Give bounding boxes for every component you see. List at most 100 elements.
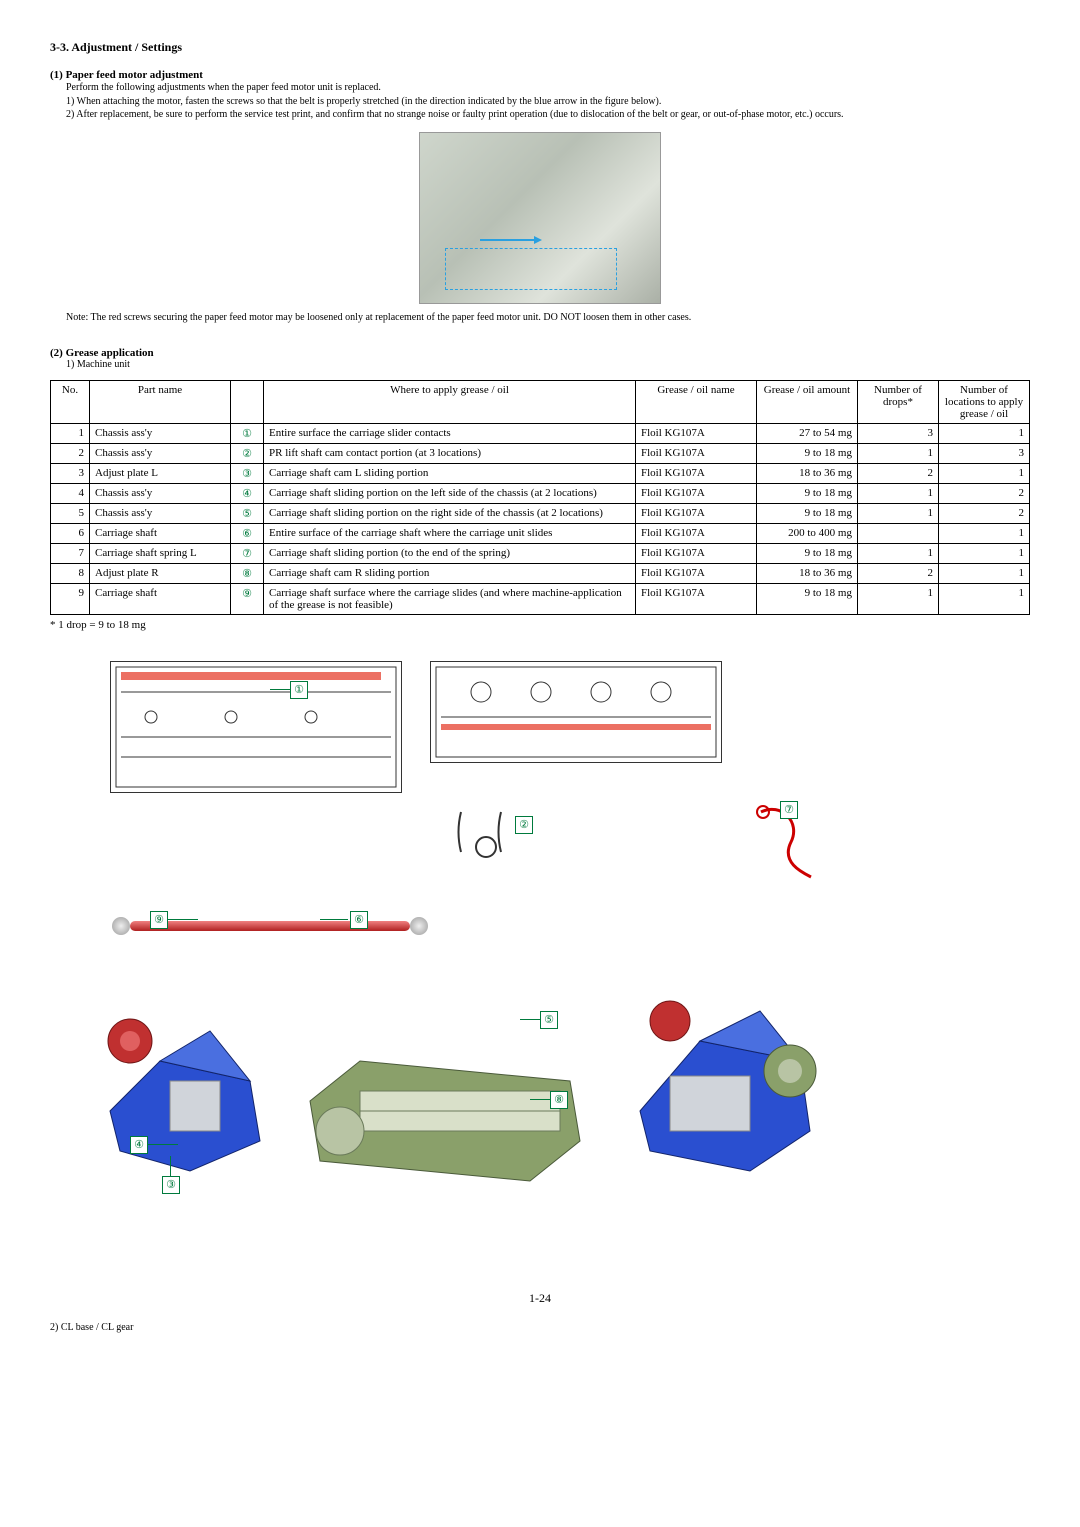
cell-no: 4 [51,483,90,503]
cell-no: 8 [51,563,90,583]
th-amt: Grease / oil amount [757,380,858,423]
leader-1 [270,689,290,690]
cell-part: Chassis ass'y [90,503,231,523]
cell-amt: 200 to 400 mg [757,523,858,543]
cell-where: Carriage shaft sliding portion on the ri… [264,503,636,523]
blue-arrow [480,239,540,241]
cell-name: Floil KG107A [636,563,757,583]
cell-no: 2 [51,443,90,463]
sub2-title: (2) Grease application [50,347,1030,359]
motor-photo [419,132,661,304]
cell-locs: 1 [939,563,1030,583]
cell-amt: 18 to 36 mg [757,463,858,483]
cell-name: Floil KG107A [636,523,757,543]
footnote: * 1 drop = 9 to 18 mg [50,619,1030,631]
cell-mark: ⑦ [231,543,264,563]
cell-where: Entire surface of the carriage shaft whe… [264,523,636,543]
cell-mark: ② [231,443,264,463]
schematic-svg-1 [111,662,401,792]
cell-amt: 9 to 18 mg [757,543,858,563]
callout-7: ⑦ [780,801,798,819]
carriage-shaft [130,921,410,931]
callout-1: ① [290,681,308,699]
cell-mark: ④ [231,483,264,503]
leader-4 [148,1144,178,1145]
cell-drops: 1 [858,583,939,614]
cell-part: Adjust plate R [90,563,231,583]
table-header-row: No. Part name Where to apply grease / oi… [51,380,1030,423]
cell-locs: 1 [939,543,1030,563]
cell-drops [858,523,939,543]
th-drops: Number of drops* [858,380,939,423]
cell-locs: 1 [939,583,1030,614]
cell-amt: 9 to 18 mg [757,503,858,523]
leader-9 [168,919,198,920]
cell-amt: 9 to 18 mg [757,443,858,463]
sub1-line1: 1) When attaching the motor, fasten the … [66,95,1030,109]
cell-amt: 27 to 54 mg [757,423,858,443]
sub1-line2: 2) After replacement, be sure to perform… [66,108,1030,122]
cell-part: Carriage shaft [90,583,231,614]
th-locs: Number of locations to apply grease / oi… [939,380,1030,423]
cell-name: Floil KG107A [636,503,757,523]
shaft-cap-left [112,917,130,935]
cell-locs: 1 [939,523,1030,543]
motor-note: Note: The red screws securing the paper … [66,312,1030,323]
cell-drops: 1 [858,443,939,463]
subsection-1: (1) Paper feed motor adjustment Perform … [50,69,1030,122]
leader-8 [530,1099,550,1100]
table-row: 1Chassis ass'y①Entire surface the carria… [51,423,1030,443]
cell-part: Chassis ass'y [90,423,231,443]
cell-name: Floil KG107A [636,483,757,503]
section-title: 3-3. Adjustment / Settings [50,40,1030,55]
cell-part: Carriage shaft spring L [90,543,231,563]
table-row: 5Chassis ass'y⑤Carriage shaft sliding po… [51,503,1030,523]
cell-name: Floil KG107A [636,463,757,483]
render-left [100,991,280,1181]
cell-where: Carriage shaft sliding portion (to the e… [264,543,636,563]
leader-6 [320,919,348,920]
cell-part: Adjust plate L [90,463,231,483]
cell-mark: ⑤ [231,503,264,523]
leader-5m [520,1019,540,1020]
table-row: 7Carriage shaft spring L⑦Carriage shaft … [51,543,1030,563]
cell-mark: ③ [231,463,264,483]
cell-no: 6 [51,523,90,543]
leader-3 [170,1156,171,1176]
cell-part: Carriage shaft [90,523,231,543]
schematic-svg-2 [431,662,721,762]
cell-locs: 1 [939,463,1030,483]
cell-mark: ⑨ [231,583,264,614]
cell-mark: ⑥ [231,523,264,543]
tail-note: 2) CL base / CL gear [50,1322,1030,1333]
cell-where: PR lift shaft cam contact portion (at 3 … [264,443,636,463]
cell-drops: 1 [858,483,939,503]
cell-mark: ⑧ [231,563,264,583]
cell-drops: 2 [858,463,939,483]
subsection-2: (2) Grease application 1) Machine unit [50,347,1030,370]
cell-mark: ① [231,423,264,443]
chassis-schematic-left [110,661,402,793]
callout-2: ② [515,816,533,834]
cell-no: 9 [51,583,90,614]
grease-table: No. Part name Where to apply grease / oi… [50,380,1030,615]
sub1-title: (1) Paper feed motor adjustment [50,69,1030,81]
shaft-cap-right [410,917,428,935]
table-row: 8Adjust plate R⑧Carriage shaft cam R sli… [51,563,1030,583]
diagram-area: ① ② ⑦ ⑨ ⑥ [50,651,1030,1271]
callout-6: ⑥ [350,911,368,929]
cell-no: 3 [51,463,90,483]
cell-where: Entire surface the carriage slider conta… [264,423,636,443]
cell-amt: 9 to 18 mg [757,483,858,503]
cell-drops: 1 [858,503,939,523]
cell-locs: 3 [939,443,1030,463]
render-middle [290,1021,590,1201]
th-mark [231,380,264,423]
table-row: 2Chassis ass'y②PR lift shaft cam contact… [51,443,1030,463]
cell-name: Floil KG107A [636,443,757,463]
cell-where: Carriage shaft cam L sliding portion [264,463,636,483]
cell-amt: 9 to 18 mg [757,583,858,614]
cell-where: Carriage shaft cam R sliding portion [264,563,636,583]
cell-name: Floil KG107A [636,423,757,443]
render-middle-svg [290,1021,590,1201]
